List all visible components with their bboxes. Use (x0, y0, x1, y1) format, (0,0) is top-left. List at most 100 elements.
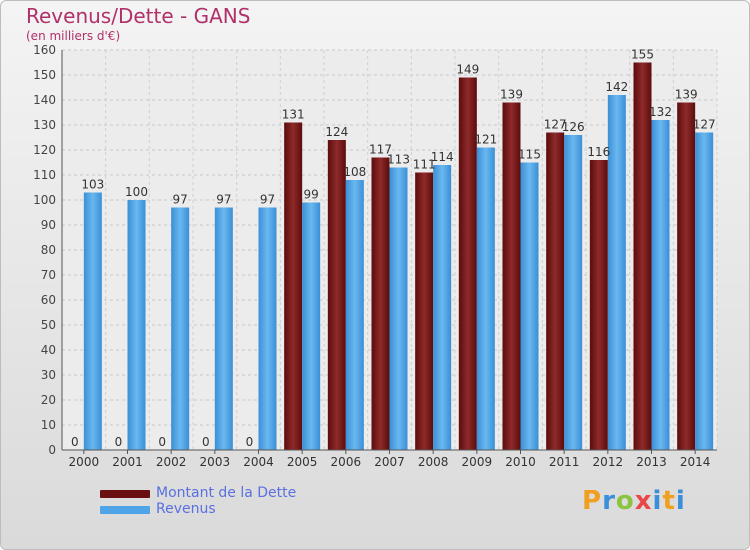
bar-revenus (214, 207, 233, 450)
proxiti-logo: Proxiti (582, 486, 686, 516)
y-tick-label: 30 (41, 368, 56, 382)
y-tick-label: 0 (48, 443, 56, 457)
logo-letter: r (602, 486, 616, 516)
logo-letter: x (634, 486, 653, 516)
legend-label-dette: Montant de la Dette (156, 485, 297, 501)
bar-revenus (302, 202, 321, 450)
data-label-revenus: 126 (562, 120, 585, 134)
bar-revenus (695, 132, 714, 450)
data-label-dette: 0 (115, 435, 123, 449)
bar-dette (546, 132, 565, 450)
chart-title: Revenus/Dette - GANS (26, 4, 251, 28)
x-tick-label: 2003 (200, 455, 231, 469)
data-label-dette: 111 (413, 158, 436, 172)
y-tick-label: 120 (33, 143, 56, 157)
bar-revenus (520, 162, 539, 450)
data-label-dette: 139 (500, 88, 523, 102)
data-label-revenus: 103 (81, 178, 104, 192)
bar-dette (458, 77, 477, 450)
data-label-dette: 139 (675, 88, 698, 102)
data-label-revenus: 99 (304, 188, 319, 202)
x-tick-label: 2007 (374, 455, 405, 469)
data-label-dette: 116 (587, 145, 610, 159)
logo-letter: P (582, 486, 603, 516)
data-label-dette: 0 (246, 435, 254, 449)
x-tick-label: 2010 (505, 455, 536, 469)
data-label-dette: 0 (202, 435, 210, 449)
bar-revenus (433, 165, 452, 450)
y-tick-label: 80 (41, 243, 56, 257)
x-tick-label: 2004 (243, 455, 274, 469)
y-tick-label: 20 (41, 393, 56, 407)
y-tick-label: 160 (33, 43, 56, 57)
y-tick-label: 90 (41, 218, 56, 232)
y-tick-label: 110 (33, 168, 56, 182)
y-tick-label: 70 (41, 268, 56, 282)
x-tick-label: 2000 (69, 455, 100, 469)
chart-subtitle: (en milliers d'€) (26, 29, 121, 43)
logo-letter: o (615, 486, 635, 516)
y-tick-label: 10 (41, 418, 56, 432)
data-label-dette: 127 (544, 118, 567, 132)
data-label-revenus: 113 (387, 153, 410, 167)
data-label-dette: 117 (369, 143, 392, 157)
bar-revenus (171, 207, 190, 450)
x-tick-label: 2011 (549, 455, 580, 469)
bar-revenus (476, 147, 495, 450)
y-tick-label: 40 (41, 343, 56, 357)
bar-dette (415, 172, 434, 450)
bar-dette (284, 122, 303, 450)
x-tick-label: 2013 (636, 455, 667, 469)
data-label-dette: 0 (158, 435, 166, 449)
data-label-revenus: 115 (518, 148, 541, 162)
data-label-revenus: 108 (343, 165, 366, 179)
data-label-revenus: 132 (649, 105, 672, 119)
bar-dette (589, 160, 608, 450)
data-label-revenus: 142 (605, 80, 628, 94)
x-tick-label: 2005 (287, 455, 318, 469)
bar-revenus (564, 135, 583, 450)
data-label-revenus: 97 (260, 193, 275, 207)
data-label-dette: 155 (631, 48, 654, 62)
x-tick-label: 2009 (462, 455, 493, 469)
logo-letter: i (675, 486, 686, 516)
bar-revenus (127, 200, 146, 450)
data-label-revenus: 127 (693, 118, 716, 132)
data-label-dette: 149 (456, 63, 479, 77)
data-label-revenus: 100 (125, 185, 148, 199)
bar-revenus (258, 207, 277, 450)
logo-letter: t (662, 486, 676, 516)
legend-label-revenus: Revenus (156, 501, 216, 517)
y-tick-label: 100 (33, 193, 56, 207)
bar-dette (677, 102, 696, 450)
y-tick-label: 130 (33, 118, 56, 132)
bar-revenus (389, 167, 408, 450)
y-tick-label: 60 (41, 293, 56, 307)
bar-revenus (607, 95, 626, 450)
bar-revenus (83, 192, 102, 450)
x-tick-label: 2001 (112, 455, 143, 469)
y-tick-label: 50 (41, 318, 56, 332)
x-tick-label: 2002 (156, 455, 187, 469)
data-label-revenus: 97 (173, 193, 188, 207)
bar-dette (327, 140, 346, 450)
data-label-dette: 131 (282, 108, 305, 122)
legend-swatch-dette (100, 490, 150, 498)
y-tick-label: 140 (33, 93, 56, 107)
x-tick-label: 2006 (331, 455, 362, 469)
logo-letter: i (652, 486, 663, 516)
data-label-revenus: 121 (474, 133, 497, 147)
data-label-dette: 0 (71, 435, 79, 449)
bar-revenus (651, 120, 670, 450)
x-tick-label: 2014 (680, 455, 711, 469)
data-label-revenus: 114 (431, 150, 454, 164)
y-tick-label: 150 (33, 68, 56, 82)
data-label-revenus: 97 (216, 193, 231, 207)
bar-revenus (345, 180, 364, 450)
x-tick-label: 2008 (418, 455, 449, 469)
bar-dette (371, 157, 390, 450)
x-tick-label: 2012 (593, 455, 624, 469)
data-label-dette: 124 (325, 125, 348, 139)
legend-swatch-revenus (100, 506, 150, 514)
